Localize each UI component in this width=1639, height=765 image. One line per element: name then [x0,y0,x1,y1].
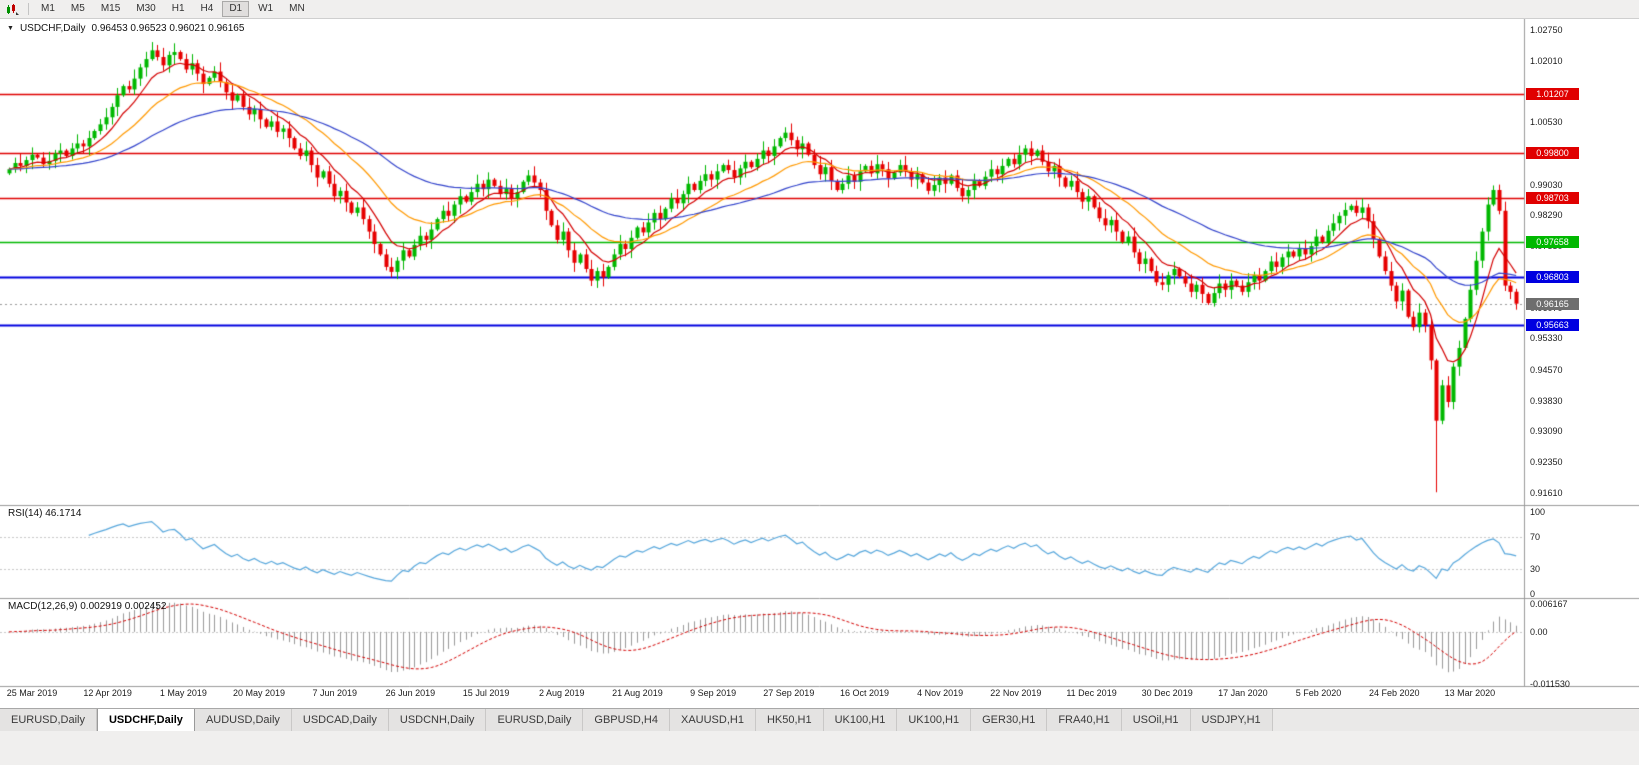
chart-tab-usdcnh-daily[interactable]: USDCNH,Daily [388,709,487,731]
price-axis-label: 0.99030 [1530,179,1563,190]
current-price-tag: 0.96165 [1526,297,1579,310]
date-axis-label: 24 Feb 2020 [1368,688,1420,698]
date-axis-label: 22 Nov 2019 [990,688,1042,698]
chart-tab-fra40-h1[interactable]: FRA40,H1 [1047,709,1122,731]
chart-tab-ger30-h1[interactable]: GER30,H1 [971,709,1048,731]
macd-axis-label: 0.006167 [1530,599,1568,609]
macd-pane-title: MACD(12,26,9) 0.002919 0.002452 [8,601,167,612]
date-axis-label: 2 Aug 2019 [538,688,585,698]
chart-tab-uk100-h1[interactable]: UK100,H1 [823,709,898,731]
macd-axis-label: 0.00 [1530,626,1548,637]
toolbar-separator [28,3,29,15]
date-axis-label: 27 Sep 2019 [763,688,815,698]
price-axis-label: 0.92350 [1530,457,1563,468]
chart-tab-usdcad-daily[interactable]: USDCAD,Daily [291,709,389,731]
status-area [0,730,1639,765]
chart-tab-gbpusd-h4[interactable]: GBPUSD,H4 [583,709,670,731]
timeframe-m30[interactable]: M30 [136,3,156,14]
price-axis-label: 0.94570 [1530,364,1563,375]
date-axis-label: 17 Jan 2020 [1218,688,1268,698]
price-level-tag: 0.99800 [1526,146,1579,159]
timeframe-mn[interactable]: MN [289,3,305,14]
timeframe-h4[interactable]: H4 [200,3,214,14]
date-axis-label: 26 Jun 2019 [385,688,436,698]
rsi-axis-label: 0 [1530,589,1536,599]
chart-tab-eurusd-daily[interactable]: EURUSD,Daily [486,709,584,731]
top-toolbar: M1 M5 M15 M30 H1 H4 D1 W1 MN [0,0,1639,19]
date-axis-label: 11 Dec 2019 [1066,688,1117,698]
price-axis-label: 0.93830 [1530,395,1563,406]
chart-tab-usoil-h1[interactable]: USOil,H1 [1121,709,1191,731]
macd-axis-label: -0.011530 [1530,679,1570,689]
price-axis-label: 1.02010 [1530,55,1563,66]
symbol-ohlc-header: ▼ USDCHF,Daily 0.96453 0.96523 0.96021 0… [7,23,244,34]
chart-tab-eurusd-daily[interactable]: EURUSD,Daily [0,709,97,731]
timeframe-h1[interactable]: H1 [171,3,185,14]
price-axis-label: 0.95330 [1530,333,1563,344]
timeframe-m15[interactable]: M15 [100,3,121,14]
chart-tab-audusd-daily[interactable]: AUDUSD,Daily [194,709,292,731]
price-level-tag: 0.98703 [1526,192,1579,205]
chart-tab-usdchf-daily[interactable]: USDCHF,Daily [96,709,195,731]
date-axis-label: 7 Jun 2019 [312,688,357,698]
date-axis-label: 12 Apr 2019 [83,688,132,698]
price-level-tag: 0.95663 [1526,318,1579,331]
timeframe-d1[interactable]: D1 [222,1,250,17]
price-axis-label: 1.02750 [1530,25,1563,35]
date-axis-label: 9 Sep 2019 [690,688,737,698]
price-axis-label: 0.91610 [1530,488,1563,498]
candlestick-chart-icon[interactable] [0,3,24,15]
date-axis-label: 15 Jul 2019 [462,688,510,698]
date-axis-label: 5 Feb 2020 [1295,688,1342,698]
symbol-name: USDCHF,Daily [19,23,86,34]
date-axis-label: 21 Aug 2019 [612,688,663,698]
rsi-pane-title: RSI(14) 46.1714 [8,508,82,519]
chart-tab-hk50-h1[interactable]: HK50,H1 [755,709,824,731]
price-axis-label: 1.00530 [1530,117,1563,128]
price-level-tag: 1.01207 [1526,88,1579,101]
timeframe-m1[interactable]: M1 [41,3,55,14]
timeframe-m5[interactable]: M5 [70,3,85,14]
rsi-axis-label: 100 [1530,507,1546,517]
chart-tab-usdjpy-h1[interactable]: USDJPY,H1 [1190,709,1273,731]
date-axis-label: 20 May 2019 [233,688,286,698]
price-level-tag: 0.96803 [1526,271,1579,284]
rsi-axis-label: 70 [1530,531,1541,542]
timeframe-buttons: M1 M5 M15 M30 H1 H4 D1 W1 MN [33,1,313,17]
timeframe-w1[interactable]: W1 [258,3,274,14]
date-axis-label: 30 Dec 2019 [1141,688,1193,698]
symbol-ohlc-values: 0.96453 0.96523 0.96021 0.96165 [91,23,245,34]
date-axis-label: 13 Mar 2020 [1444,688,1496,698]
date-axis-label: 4 Nov 2019 [917,688,964,698]
chart-tab-bar: EURUSD,Daily USDCHF,Daily AUDUSD,Daily USDC… [0,708,1639,731]
chart-tab-uk100-h1[interactable]: UK100,H1 [897,709,972,731]
date-axis-label: 25 Mar 2019 [6,688,58,698]
symbol-collapse-icon[interactable]: ▼ [7,25,14,32]
price-chart-canvas[interactable] [0,0,1639,708]
price-axis-label: 0.93090 [1530,426,1563,437]
price-axis-label: 0.98290 [1530,210,1563,221]
chart-tab-xauusd-h1[interactable]: XAUUSD,H1 [669,709,756,731]
rsi-axis-label: 30 [1530,564,1541,575]
date-axis-label: 16 Oct 2019 [839,688,889,698]
price-level-tag: 0.97658 [1526,235,1579,248]
date-axis-label: 1 May 2019 [159,688,207,698]
